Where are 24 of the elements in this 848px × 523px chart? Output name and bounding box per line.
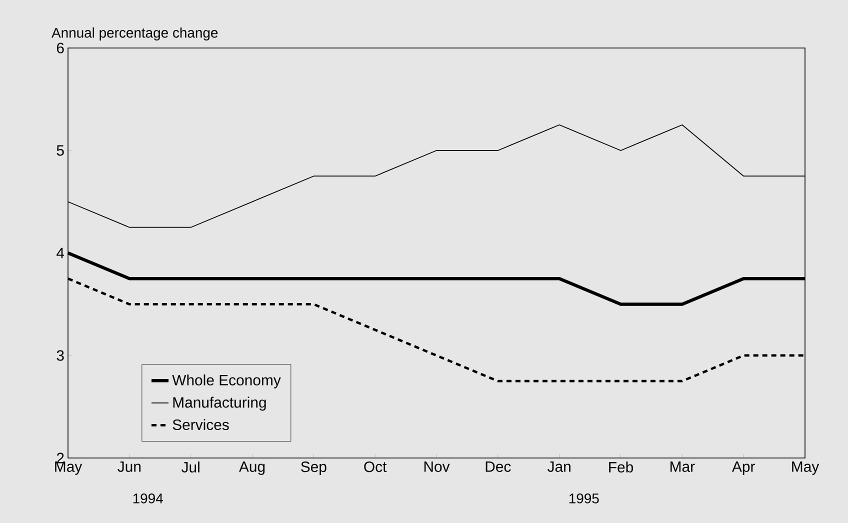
x-tick-label: May	[55, 462, 82, 475]
y-axis-title: Annual percentage change	[52, 27, 218, 40]
y-tick-label: 2	[56, 452, 64, 464]
x-tick-label: Aug	[238, 462, 265, 475]
x-tick-label: Jun	[118, 462, 141, 472]
text: 1995	[569, 493, 599, 504]
legend-label: Whole Economy	[172, 374, 281, 388]
y-tick-label: 6	[56, 42, 64, 54]
y-tick-label: 4	[56, 248, 64, 258]
x-tick-label: Nov	[424, 462, 450, 472]
x-tick-label: Apr	[732, 462, 755, 475]
x-tick-label: May	[792, 462, 820, 475]
y-tick-label: 3	[56, 350, 64, 361]
x-tick-label: Oct	[364, 462, 387, 472]
x-tick-label: Jul	[182, 462, 200, 472]
x-tick-label: Jan	[548, 462, 570, 472]
x-tick-label: Sep	[301, 462, 326, 476]
x-tick-label: Feb	[609, 462, 634, 472]
legend-label: Services	[172, 419, 229, 430]
text: 1994	[133, 493, 163, 504]
y-tick-label: 5	[56, 145, 64, 156]
legend-label: Manufacturing	[173, 396, 266, 411]
x-tick-label: Dec	[486, 462, 511, 472]
x-tick-label: Mar	[670, 462, 695, 472]
